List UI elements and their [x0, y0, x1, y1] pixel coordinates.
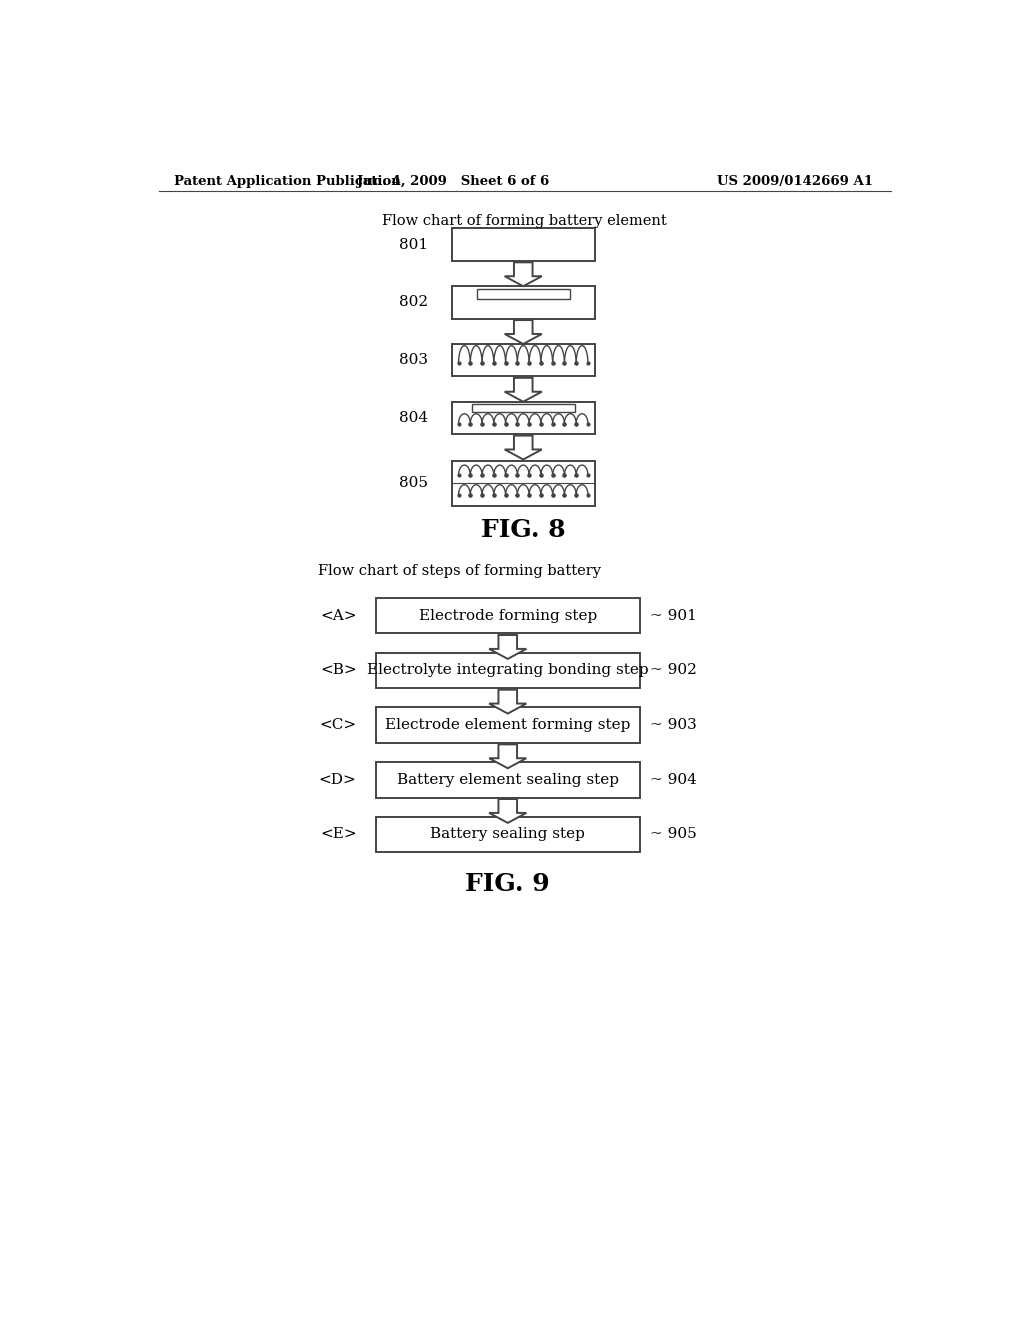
- Polygon shape: [489, 744, 526, 768]
- Text: Electrode element forming step: Electrode element forming step: [385, 718, 631, 733]
- Polygon shape: [505, 436, 542, 459]
- Polygon shape: [505, 321, 542, 345]
- Text: US 2009/0142669 A1: US 2009/0142669 A1: [717, 176, 873, 187]
- Text: ~ 903: ~ 903: [650, 718, 697, 733]
- Polygon shape: [505, 263, 542, 286]
- Bar: [452, 345, 595, 376]
- Text: <D>: <D>: [318, 772, 356, 787]
- Text: <E>: <E>: [319, 828, 356, 841]
- Text: Battery sealing step: Battery sealing step: [430, 828, 585, 841]
- Text: 801: 801: [398, 238, 428, 252]
- Polygon shape: [489, 799, 526, 822]
- Text: ~ 901: ~ 901: [650, 609, 697, 623]
- Text: <A>: <A>: [321, 609, 356, 623]
- Bar: [472, 404, 574, 412]
- Text: ~ 904: ~ 904: [650, 772, 697, 787]
- Bar: [476, 289, 569, 298]
- Bar: [376, 708, 640, 743]
- Text: <C>: <C>: [319, 718, 356, 733]
- Text: ~ 902: ~ 902: [650, 664, 697, 677]
- Bar: [452, 228, 595, 261]
- Polygon shape: [489, 635, 526, 659]
- Text: 804: 804: [398, 411, 428, 425]
- Text: Battery element sealing step: Battery element sealing step: [396, 772, 618, 787]
- Text: 802: 802: [398, 296, 428, 309]
- Bar: [376, 762, 640, 797]
- Text: FIG. 8: FIG. 8: [481, 517, 565, 541]
- Text: Electrolyte integrating bonding step: Electrolyte integrating bonding step: [367, 664, 648, 677]
- Text: Flow chart of steps of forming battery: Flow chart of steps of forming battery: [317, 564, 601, 578]
- Text: FIG. 9: FIG. 9: [465, 871, 550, 896]
- Text: Jun. 4, 2009   Sheet 6 of 6: Jun. 4, 2009 Sheet 6 of 6: [357, 176, 550, 187]
- Bar: [452, 286, 595, 318]
- Bar: [376, 653, 640, 688]
- Polygon shape: [505, 378, 542, 401]
- Bar: [452, 401, 595, 434]
- Polygon shape: [489, 689, 526, 714]
- Text: ~ 905: ~ 905: [650, 828, 697, 841]
- Bar: [376, 817, 640, 853]
- Text: 803: 803: [399, 354, 428, 367]
- Text: 805: 805: [399, 477, 428, 490]
- Text: Patent Application Publication: Patent Application Publication: [174, 176, 401, 187]
- Text: Flow chart of forming battery element: Flow chart of forming battery element: [382, 214, 668, 228]
- Text: Electrode forming step: Electrode forming step: [419, 609, 597, 623]
- Bar: [452, 461, 595, 506]
- Text: <B>: <B>: [319, 664, 356, 677]
- Bar: [376, 598, 640, 634]
